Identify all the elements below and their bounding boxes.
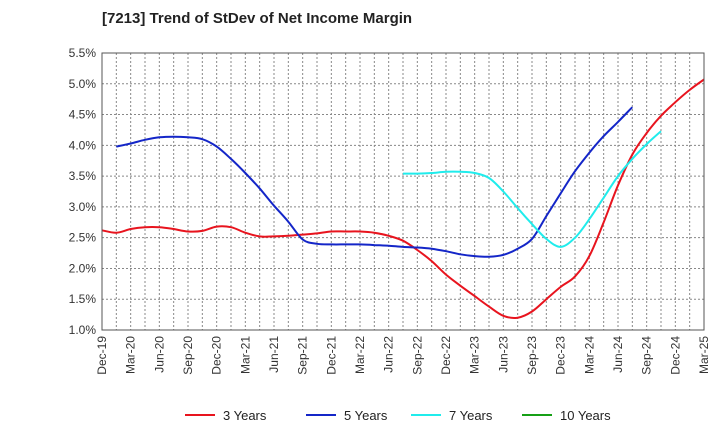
legend-label-5-years: 5 Years bbox=[344, 408, 388, 423]
axes: 1.0% 1.5% 2.0% 2.5% 3.0% 3.5% 4.0% 4.5% 5.0% 5.5%… bbox=[69, 46, 711, 375]
legend: 3 Years 5 Years 7 Years 10 Years bbox=[185, 408, 611, 423]
x-tick-label: Sep-23 bbox=[525, 336, 539, 375]
x-tick-label: Jun-24 bbox=[611, 336, 625, 373]
y-tick-label: 4.5% bbox=[69, 108, 97, 122]
y-tick-label: 2.0% bbox=[69, 261, 97, 275]
x-tick-label: Mar-24 bbox=[582, 336, 596, 374]
y-tick-label: 3.5% bbox=[69, 169, 97, 183]
y-tick-label: 5.0% bbox=[69, 77, 97, 91]
x-tick-label: Dec-24 bbox=[668, 336, 682, 375]
series-line-7-years bbox=[402, 130, 662, 248]
x-tick-label: Dec-20 bbox=[210, 336, 224, 375]
x-tick-label: Sep-24 bbox=[640, 336, 654, 375]
x-tick-label: Dec-22 bbox=[439, 336, 453, 375]
x-tick-label: Sep-21 bbox=[296, 336, 310, 375]
y-tick-label: 3.0% bbox=[69, 200, 97, 214]
x-tick-label: Mar-23 bbox=[468, 336, 482, 374]
x-tick-label: Dec-21 bbox=[324, 336, 338, 375]
x-tick-label: Mar-20 bbox=[124, 336, 138, 374]
y-tick-label: 2.5% bbox=[69, 231, 97, 245]
grid bbox=[101, 52, 705, 331]
series-line-3-years bbox=[101, 78, 705, 319]
y-tick-label: 1.0% bbox=[69, 323, 97, 337]
x-tick-label: Jun-20 bbox=[152, 336, 166, 373]
x-tick-label: Dec-19 bbox=[95, 336, 109, 375]
plot-border bbox=[101, 52, 705, 331]
x-tick-label: Jun-22 bbox=[382, 336, 396, 373]
legend-label-7-years: 7 Years bbox=[449, 408, 493, 423]
x-tick-label: Jun-23 bbox=[496, 336, 510, 373]
x-tick-label: Jun-21 bbox=[267, 336, 281, 373]
chart-title: [7213] Trend of StDev of Net Income Marg… bbox=[102, 10, 413, 27]
x-tick-label: Mar-25 bbox=[697, 336, 711, 374]
y-tick-label: 5.5% bbox=[69, 46, 97, 60]
y-tick-label: 1.5% bbox=[69, 292, 97, 306]
legend-label-3-years: 3 Years bbox=[223, 408, 267, 423]
series-lines bbox=[101, 78, 705, 319]
legend-label-10-years: 10 Years bbox=[560, 408, 611, 423]
y-tick-label: 4.0% bbox=[69, 138, 97, 152]
x-tick-label: Mar-22 bbox=[353, 336, 367, 374]
x-tick-label: Sep-20 bbox=[181, 336, 195, 375]
x-tick-label: Sep-22 bbox=[410, 336, 424, 375]
x-tick-label: Dec-23 bbox=[554, 336, 568, 375]
x-tick-label: Mar-21 bbox=[238, 336, 252, 374]
series-line-5-years bbox=[116, 106, 634, 258]
